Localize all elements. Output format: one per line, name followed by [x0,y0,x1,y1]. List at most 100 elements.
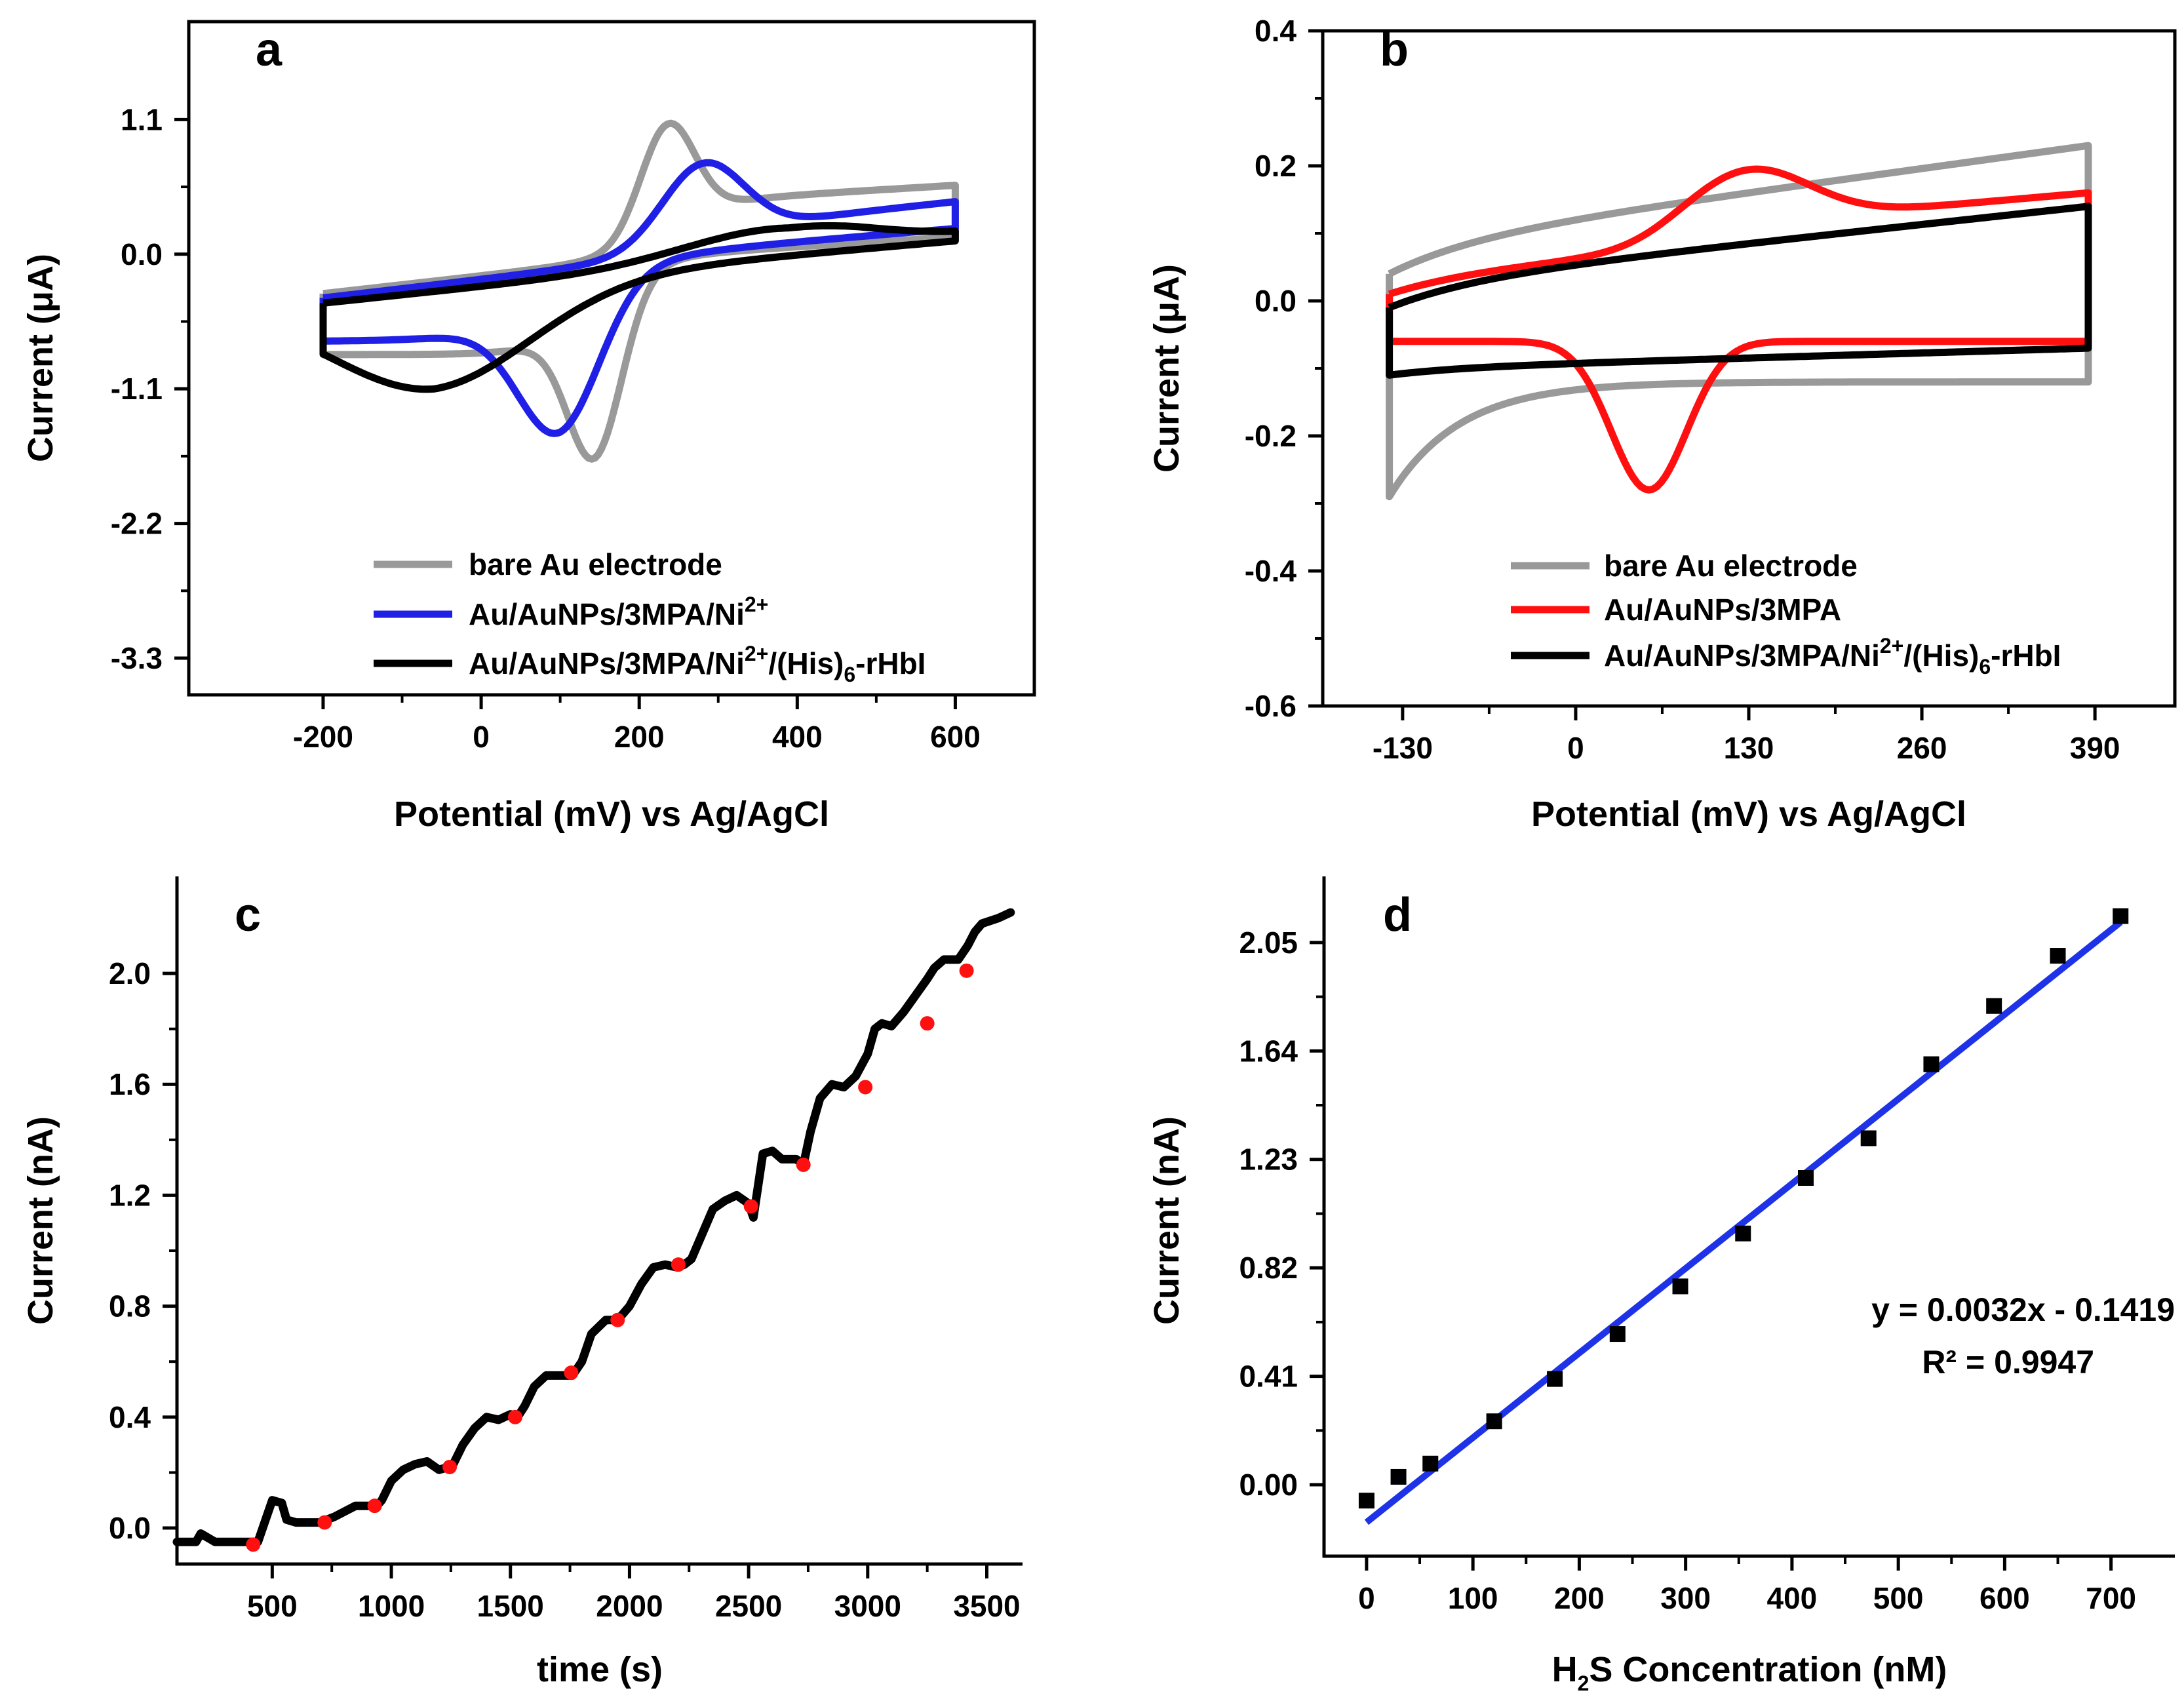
panel-a-ytick-label: -3.3 [111,641,163,675]
panel-b-ytick-label: -0.6 [1245,689,1297,723]
injection-point [610,1312,625,1327]
legend-b-label-bare: bare Au electrode [1604,549,1858,583]
legend-a-label-ni: Au/AuNPs/3MPA/Ni2+ [469,593,768,631]
panel-b-xtick-label: 0 [1567,731,1584,765]
injection-point [959,963,974,978]
cv-b-bare [1386,142,2092,501]
panel-c-ytick-label: 0.0 [109,1511,151,1545]
cv-a-ni [319,159,959,437]
data-point [1486,1413,1502,1430]
data-point [1672,1278,1688,1295]
panel-b-ytick-label: 0.4 [1255,14,1297,48]
panel-a: -200 0 200 400 600 1.1 0.0 -1.1 -2.2 -3.3 a Poten… [21,20,1036,834]
panel-a-legend: bare Au electrode Au/AuNPs/3MPA/Ni2+ Au/… [374,547,926,686]
panel-d-xtick-label: 300 [1660,1581,1711,1615]
data-point [1986,998,2002,1014]
panel-a-xtick-label: -200 [293,720,353,754]
injection-point [858,1080,873,1095]
panel-c-xlabel: time (s) [537,1650,663,1689]
panel-d: 0 100 200 300 400 500 600 700 0.00 0.41 0.82 1.23 1.… [1147,876,2175,1695]
fit-line [1364,919,2123,1525]
data-point [1735,1225,1751,1242]
panel-a-ytick-label: -2.2 [111,507,163,541]
panel-a-ytick-label: 0.0 [121,237,163,271]
data-point [1923,1056,1940,1072]
panel-d-equation: y = 0.0032x - 0.1419 [1871,1291,2175,1328]
panel-d-xtick-label: 600 [1979,1581,2030,1615]
trace-c [172,908,1015,1546]
data-point [1358,1493,1375,1509]
panel-a-ytick-label: 1.1 [121,102,163,136]
panel-b-ticks: -130 0 130 260 390 0.4 0.2 0.0 -0.2 -0.4 -0.6 [1245,14,2120,765]
legend-a-label-his: Au/AuNPs/3MPA/Ni2+/(His)6-rHbI [469,642,926,686]
legend-b-label-mpa: Au/AuNPs/3MPA [1604,593,1841,627]
panel-c-xtick-label: 3500 [953,1589,1020,1623]
data-point [1797,1169,1814,1186]
panel-b-ytick-label: -0.4 [1245,554,1297,588]
panel-c-marks [172,908,1015,1552]
data-point [1422,1455,1439,1472]
panel-a-xtick-label: 200 [614,720,665,754]
legend-b-label-his: Au/AuNPs/3MPA/Ni2+/(His)6-rHbI [1604,634,2061,678]
panel-c-ytick-label: 0.8 [109,1289,151,1323]
legend-a-label-bare: bare Au electrode [469,547,722,581]
panel-d-ticks: 0 100 200 300 400 500 600 700 0.00 0.41 0.82 1.23 1.… [1239,926,2136,1615]
panel-c-ytick-label: 0.4 [109,1400,151,1434]
panel-b: -130 0 130 260 390 0.4 0.2 0.0 -0.2 -0.4 -0.6 b Po… [1147,14,2177,834]
panel-c: 500 1000 1500 2000 2500 3000 3500 0.0 0.4 0.8 1.2 1… [21,876,1023,1689]
injection-point [796,1157,811,1172]
data-point [1860,1130,1877,1146]
injection-point [367,1498,382,1514]
panel-d-xlabel: H2S Concentration (nM) [1552,1650,1947,1695]
panel-b-marks [1386,142,2092,501]
panel-c-ytick-label: 2.0 [109,956,151,990]
panel-b-xtick-label: -130 [1373,731,1433,765]
panel-c-ytick-label: 1.2 [109,1178,151,1212]
panel-a-xtick-label: 400 [772,720,823,754]
panel-c-xtick-label: 1000 [358,1589,425,1623]
panel-b-ytick-label: 0.2 [1255,149,1297,183]
injection-point [442,1459,458,1474]
data-point [2050,948,2066,964]
panel-c-xtick-label: 2500 [715,1589,782,1623]
injection-point [246,1537,261,1552]
panel-b-xlabel: Potential (mV) vs Ag/AgCl [1531,794,1966,834]
panel-c-xtick-label: 500 [247,1589,298,1623]
panel-a-marks [319,119,959,463]
panel-b-label: b [1380,24,1409,76]
panel-a-xtick-label: 0 [473,720,490,754]
panel-d-ytick-label: 2.05 [1239,926,1298,960]
panel-d-xtick-label: 700 [2086,1581,2136,1615]
data-point [1609,1326,1626,1342]
panel-c-ticks: 500 1000 1500 2000 2500 3000 3500 0.0 0.4 0.8 1.2 1… [109,956,1021,1623]
panel-d-ytick-label: 0.82 [1239,1251,1298,1285]
cv-b-his [1386,203,2092,379]
panel-d-ytick-label: 1.23 [1239,1143,1298,1177]
panel-a-label: a [256,24,283,76]
panel-d-ylabel: Current (nA) [1147,1116,1186,1325]
panel-b-xtick-label: 130 [1724,731,1774,765]
panel-a-ticks: -200 0 200 400 600 1.1 0.0 -1.1 -2.2 -3.3 [111,102,981,754]
panel-b-legend: bare Au electrode Au/AuNPs/3MPA Au/AuNPs… [1511,549,2061,678]
injection-point [508,1409,522,1424]
injection-point [317,1515,332,1530]
panel-a-ylabel: Current (μA) [21,254,60,462]
panel-c-xtick-label: 3000 [834,1589,901,1623]
panel-d-xtick-label: 0 [1358,1581,1375,1615]
panel-a-xlabel: Potential (mV) vs Ag/AgCl [394,794,829,834]
data-point [2113,908,2129,924]
cv-a-his [319,222,959,393]
panel-d-ytick-label: 1.64 [1239,1034,1298,1068]
panel-c-ylabel: Current (nA) [21,1116,60,1325]
panel-d-xtick-label: 100 [1448,1581,1498,1615]
panel-b-xtick-label: 260 [1897,731,1947,765]
panel-d-axes [1322,876,2175,1558]
panel-d-ytick-label: 0.00 [1239,1468,1298,1502]
injection-point [920,1016,935,1031]
panel-d-label: d [1383,889,1412,941]
injection-point [743,1199,758,1214]
panel-d-ytick-label: 0.41 [1239,1360,1298,1394]
panel-d-xtick-label: 400 [1767,1581,1818,1615]
injection-point [671,1257,686,1272]
